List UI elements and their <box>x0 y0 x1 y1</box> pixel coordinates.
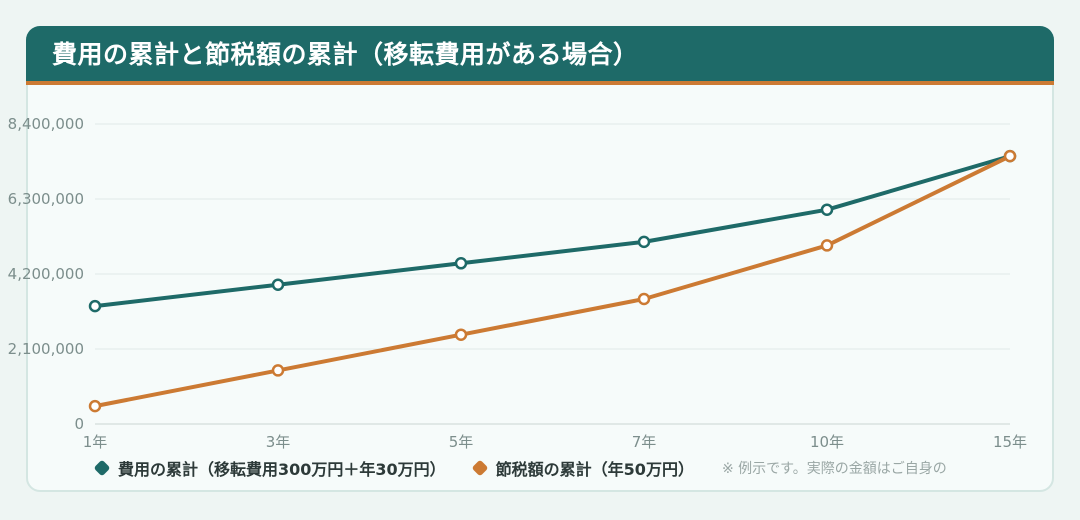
chart-header <box>26 26 1054 85</box>
y-tick-label: 6,300,000 <box>8 190 84 208</box>
legend: 費用の累計（移転費用300万円＋年30万円） 節税額の累計（年50万円） ※ 例… <box>93 454 947 482</box>
legend-label-cost: 費用の累計（移転費用300万円＋年30万円） <box>118 460 446 479</box>
legend-item-tax: 節税額の累計（年50万円） <box>471 456 694 480</box>
data-point-tax <box>637 292 651 306</box>
data-point-tax <box>454 328 468 341</box>
x-tick-label: 7年 <box>632 433 657 451</box>
x-tick-label: 15年 <box>993 433 1027 451</box>
data-point-tax <box>88 399 102 413</box>
x-tick-label: 3年 <box>266 433 291 451</box>
data-point-tax <box>271 364 285 377</box>
x-tick-label: 1年 <box>83 433 108 451</box>
legend-item-cost: 費用の累計（移転費用300万円＋年30万円） <box>93 456 446 480</box>
disclaimer-note: ※ 例示です。実際の金額はご自身の <box>721 461 947 477</box>
data-point-tax <box>820 239 834 252</box>
data-point-cost <box>271 278 285 291</box>
legend-label-tax: 節税額の累計（年50万円） <box>495 460 694 479</box>
y-tick-label: 2,100,000 <box>8 340 84 358</box>
y-tick-label: 8,400,000 <box>8 115 84 133</box>
data-point-tax <box>1003 149 1017 163</box>
legend-marker-tax <box>471 459 489 477</box>
data-point-cost <box>637 235 651 249</box>
chart-title: 費用の累計と節税額の累計（移転費用がある場合） <box>52 40 639 69</box>
data-point-cost <box>820 203 834 216</box>
y-tick-label: 4,200,000 <box>8 265 84 283</box>
x-tick-label: 10年 <box>810 433 844 451</box>
series-line-cost <box>93 154 1012 309</box>
data-point-cost <box>454 257 468 270</box>
chart-card <box>26 26 1054 492</box>
series-line-tax <box>93 154 1012 409</box>
y-tick-label: 0 <box>74 415 84 433</box>
data-point-cost <box>88 299 102 313</box>
legend-marker-cost <box>93 459 111 477</box>
x-tick-label: 5年 <box>449 433 474 451</box>
